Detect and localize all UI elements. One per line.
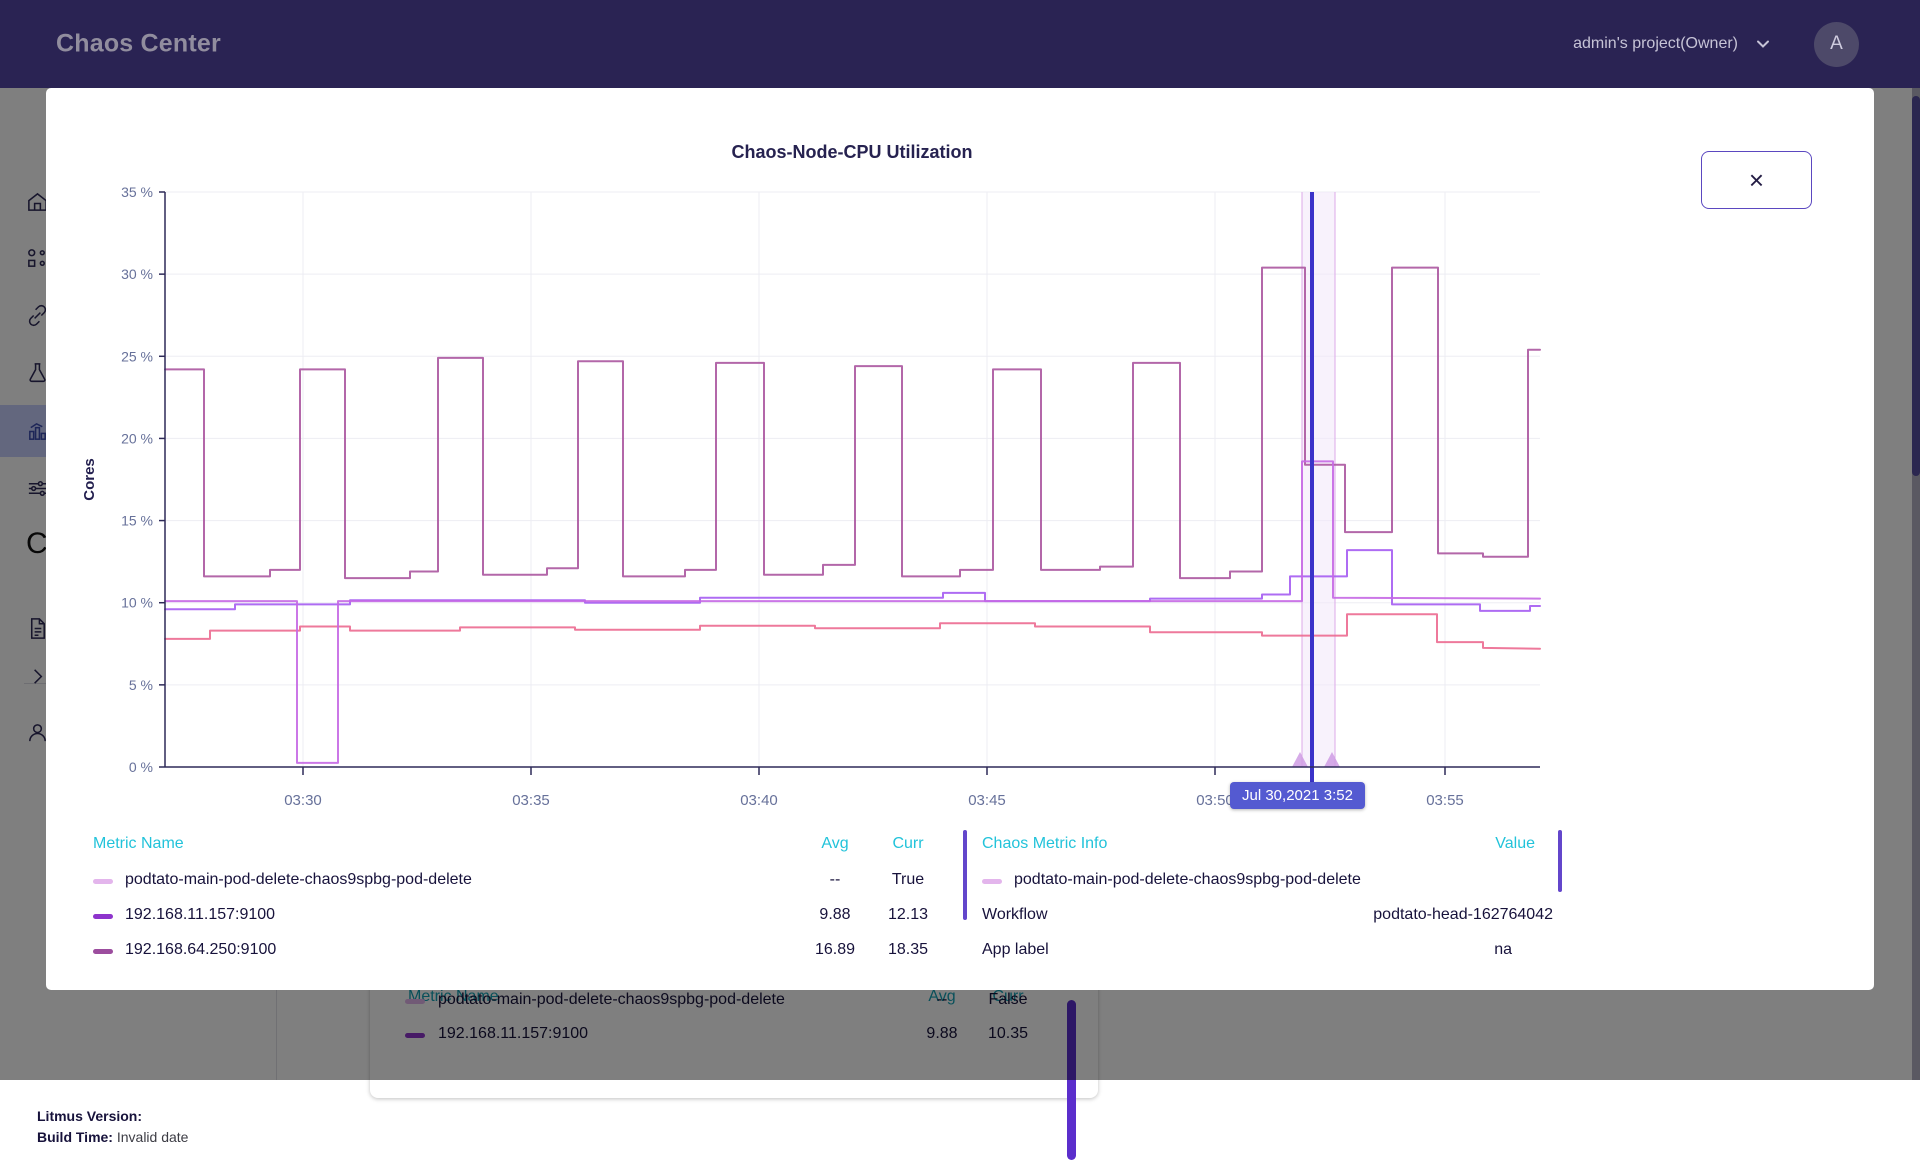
series-curr: 12.13 xyxy=(887,906,929,923)
svg-text:35 %: 35 % xyxy=(121,184,153,200)
series-name: 192.168.64.250:9100 xyxy=(125,941,277,958)
series-curr: 18.35 xyxy=(887,941,929,958)
close-button[interactable]: × xyxy=(1701,151,1812,209)
project-selector[interactable]: admin's project(Owner) xyxy=(1573,35,1770,53)
cpu-utilization-chart[interactable]: 0 % 5 % 10 % 15 % 20 % 25 % 30 % 35 % 03:30 03:35… xyxy=(46,88,1606,833)
series-swatch xyxy=(982,879,1002,884)
top-header: Chaos Center admin's project(Owner) A xyxy=(0,0,1920,88)
series-curr: True xyxy=(891,871,925,888)
avatar[interactable]: A xyxy=(1814,21,1859,67)
svg-text:03:45: 03:45 xyxy=(968,792,1006,809)
legend-divider xyxy=(963,830,967,920)
legend-col-curr: Curr xyxy=(892,835,924,852)
svg-text:25 %: 25 % xyxy=(121,348,153,364)
series-name: podtato-main-pod-delete-chaos9spbg-pod-d… xyxy=(125,871,472,888)
svg-text:15 %: 15 % xyxy=(121,513,153,529)
svg-text:30 %: 30 % xyxy=(121,266,153,282)
svg-text:03:40: 03:40 xyxy=(740,792,778,809)
svg-text:20 %: 20 % xyxy=(121,430,153,446)
chevron-down-icon xyxy=(1757,40,1769,48)
close-icon: × xyxy=(1748,165,1765,195)
svg-text:03:55: 03:55 xyxy=(1426,792,1464,809)
cpu-utilization-modal: Chaos-Node-CPU Utilization × 0 % 5 % 10 % 1… xyxy=(46,88,1874,990)
build-time-value: Invalid date xyxy=(116,1129,189,1145)
avatar-initial: A xyxy=(1830,33,1843,54)
page-scrollbar-thumb[interactable] xyxy=(1912,96,1920,476)
svg-text:0 %: 0 % xyxy=(129,759,153,775)
litmus-version-label: Litmus Version: xyxy=(37,1108,143,1124)
page-scrollbar-track[interactable] xyxy=(1912,88,1920,1080)
chaos-metric-name: podtato-main-pod-delete-chaos9spbg-pod-d… xyxy=(1014,871,1361,888)
chaos-info-value-header: Value xyxy=(1495,835,1535,852)
project-selector-label: admin's project(Owner) xyxy=(1573,35,1738,52)
legend-col-avg: Avg xyxy=(821,835,849,852)
svg-text:03:35: 03:35 xyxy=(512,792,550,809)
workflow-value: podtato-head-162764042 xyxy=(1373,906,1553,923)
chaos-info-divider xyxy=(1558,830,1562,892)
version-info: Litmus Version: Build Time: Invalid date xyxy=(37,1106,188,1148)
build-time-label: Build Time: xyxy=(37,1129,113,1145)
series-avg: 16.89 xyxy=(814,941,856,958)
svg-text:03:30: 03:30 xyxy=(284,792,322,809)
app-title: Chaos Center xyxy=(56,29,221,58)
chart-tooltip: Jul 30,2021 3:52 xyxy=(1230,782,1365,809)
chaos-info-header: Chaos Metric Info xyxy=(982,835,1108,852)
app-label-value: na xyxy=(1494,941,1512,958)
workflow-label: Workflow xyxy=(982,906,1048,923)
series-avg: -- xyxy=(829,871,841,888)
svg-text:10 %: 10 % xyxy=(121,595,153,611)
svg-text:5 %: 5 % xyxy=(129,677,153,693)
series-swatch xyxy=(93,879,113,884)
series-swatch xyxy=(93,914,113,919)
series-avg: 9.88 xyxy=(819,906,851,923)
legend-col-metric-name: Metric Name xyxy=(93,835,184,852)
app-label-label: App label xyxy=(982,941,1049,958)
series-swatch xyxy=(93,949,113,954)
chart-title: Chaos-Node-CPU Utilization xyxy=(731,142,973,162)
svg-text:Cores: Cores xyxy=(81,458,98,501)
series-name: 192.168.11.157:9100 xyxy=(125,906,276,923)
svg-text:03:50: 03:50 xyxy=(1196,792,1234,809)
